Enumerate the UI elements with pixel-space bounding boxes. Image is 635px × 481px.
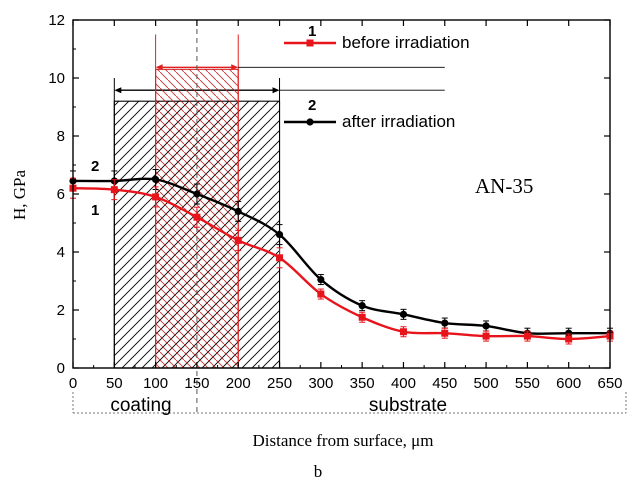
data-point [565, 336, 572, 343]
legend: 1 before irradiation 2 after irradiation [284, 23, 470, 131]
data-point [441, 319, 448, 326]
x-tick-label: 550 [515, 375, 540, 392]
data-point [193, 190, 200, 197]
data-point [276, 231, 283, 238]
y-tick-label: 2 [57, 302, 65, 319]
y-tick-label: 10 [48, 70, 65, 87]
series-marker-label: 1 [91, 202, 99, 219]
x-tick-label: 150 [184, 375, 209, 392]
data-point [111, 186, 118, 193]
x-tick-label: 400 [391, 375, 416, 392]
data-point [441, 330, 448, 337]
y-tick-label: 12 [48, 12, 65, 29]
data-point [483, 333, 490, 340]
legend-label: after irradiation [342, 112, 455, 131]
y-tick-label: 0 [57, 360, 65, 377]
data-point [359, 314, 366, 321]
zone-arrowhead-left [114, 87, 121, 93]
x-tick-label: 0 [69, 375, 77, 392]
x-tick-label: 50 [106, 375, 123, 392]
y-tick-label: 6 [57, 186, 65, 203]
y-tick-label: 8 [57, 128, 65, 145]
x-tick-label: 350 [350, 375, 375, 392]
data-point [400, 311, 407, 318]
x-axis-label: Distance from surface, μm [253, 431, 434, 450]
legend-marker-label: 1 [308, 23, 316, 40]
data-point [235, 237, 242, 244]
region-label-substrate: substrate [369, 395, 447, 416]
y-tick-label: 4 [57, 244, 65, 261]
data-point [152, 193, 159, 200]
x-tick-label: 250 [267, 375, 292, 392]
data-point [359, 302, 366, 309]
sample-annotation: AN-35 [475, 174, 533, 198]
zone-arrowhead-right [273, 87, 280, 93]
data-point [317, 276, 324, 283]
region-label-coating: coating [110, 395, 171, 416]
legend-marker [307, 40, 314, 47]
legend-label: before irradiation [342, 33, 470, 52]
series-marker-label: 2 [91, 158, 99, 175]
x-tick-label: 600 [556, 375, 581, 392]
data-point [524, 333, 531, 340]
region-axis: coating substrate [73, 392, 626, 416]
data-point [152, 176, 159, 183]
x-tick-label: 450 [432, 375, 457, 392]
x-tick-label: 300 [308, 375, 333, 392]
x-tick-label: 650 [597, 375, 622, 392]
data-point [276, 254, 283, 261]
legend-marker-label: 2 [308, 97, 316, 114]
panel-label: b [314, 462, 323, 481]
data-point [235, 208, 242, 215]
data-point [482, 322, 489, 329]
x-tick-label: 500 [474, 375, 499, 392]
x-tick-label: 200 [226, 375, 251, 392]
data-point [317, 291, 324, 298]
legend-marker [306, 118, 313, 125]
y-axis-label: H, GPa [10, 170, 29, 221]
data-point [193, 214, 200, 221]
x-tick-label: 100 [143, 375, 168, 392]
data-point [400, 328, 407, 335]
